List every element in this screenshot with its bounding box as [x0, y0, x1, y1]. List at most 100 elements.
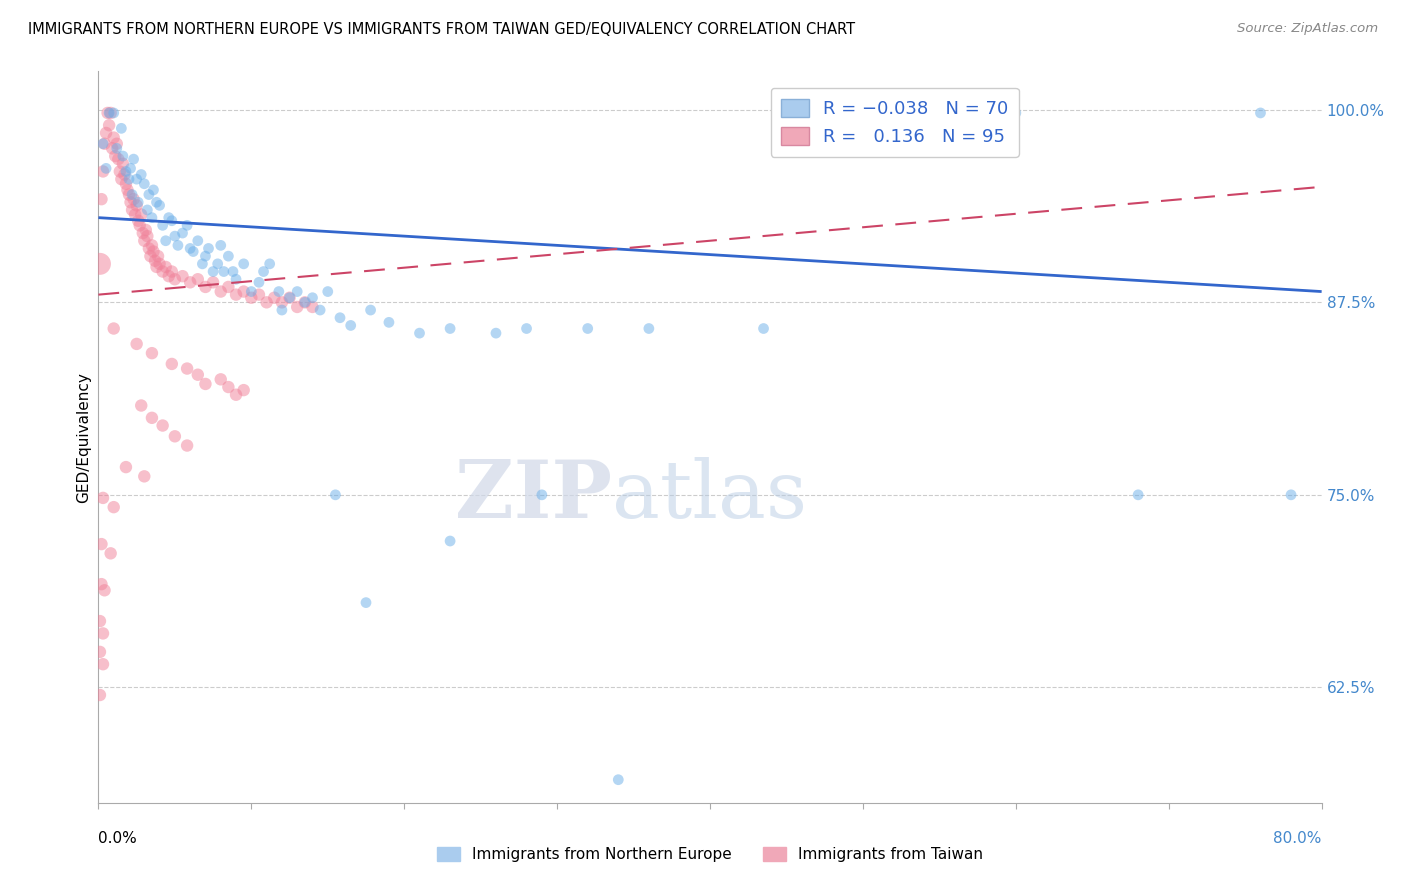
Point	[139, 249, 162, 263]
Point	[111, 149, 134, 163]
Point	[209, 372, 232, 386]
Point	[172, 226, 194, 240]
Text: 80.0%: 80.0%	[1274, 830, 1322, 846]
Point	[91, 657, 114, 672]
Point	[129, 399, 152, 413]
Point	[157, 269, 180, 284]
Point	[316, 285, 339, 299]
Point	[91, 626, 114, 640]
Point	[142, 183, 165, 197]
Point	[301, 291, 323, 305]
Point	[1128, 488, 1150, 502]
Point	[91, 164, 114, 178]
Point	[378, 315, 401, 329]
Point	[120, 195, 142, 210]
Point	[225, 388, 247, 402]
Point	[247, 276, 270, 290]
Point	[222, 264, 245, 278]
Point	[354, 596, 377, 610]
Point	[146, 249, 169, 263]
Point	[187, 234, 209, 248]
Point	[172, 269, 194, 284]
Point	[155, 260, 177, 274]
Point	[94, 126, 117, 140]
Point	[138, 187, 160, 202]
Point	[176, 219, 198, 233]
Point	[160, 357, 183, 371]
Point	[360, 303, 382, 318]
Point	[112, 168, 135, 182]
Point	[194, 249, 217, 263]
Point	[94, 161, 117, 176]
Text: Source: ZipAtlas.com: Source: ZipAtlas.com	[1237, 22, 1378, 36]
Point	[110, 172, 132, 186]
Point	[181, 244, 204, 259]
Point	[259, 257, 281, 271]
Point	[194, 376, 217, 391]
Point	[115, 164, 138, 178]
Point	[167, 238, 190, 252]
Point	[285, 300, 308, 314]
Point	[240, 285, 263, 299]
Point	[217, 249, 239, 263]
Text: IMMIGRANTS FROM NORTHERN EUROPE VS IMMIGRANTS FROM TAIWAN GED/EQUIVALENCY CORREL: IMMIGRANTS FROM NORTHERN EUROPE VS IMMIG…	[28, 22, 855, 37]
Point	[104, 149, 127, 163]
Point	[103, 106, 125, 120]
Point	[121, 202, 143, 217]
Point	[267, 285, 290, 299]
Point	[90, 537, 112, 551]
Point	[270, 303, 292, 318]
Point	[176, 361, 198, 376]
Point	[120, 161, 142, 176]
Point	[124, 208, 146, 222]
Y-axis label: GED/Equivalency: GED/Equivalency	[76, 372, 91, 502]
Point	[127, 195, 149, 210]
Point	[93, 136, 115, 151]
Point	[117, 183, 139, 197]
Point	[294, 295, 316, 310]
Point	[129, 208, 152, 222]
Point	[207, 257, 229, 271]
Point	[100, 546, 122, 560]
Point	[152, 264, 174, 278]
Point	[132, 226, 155, 240]
Point	[91, 136, 114, 151]
Point	[301, 300, 323, 314]
Point	[125, 198, 148, 212]
Text: atlas: atlas	[612, 457, 807, 534]
Point	[101, 141, 124, 155]
Point	[1004, 106, 1026, 120]
Point	[209, 285, 232, 299]
Point	[98, 118, 121, 132]
Point	[152, 219, 174, 233]
Point	[108, 164, 131, 178]
Point	[225, 287, 247, 301]
Point	[339, 318, 361, 333]
Point	[408, 326, 430, 340]
Legend: R = −0.038   N = 70, R =   0.136   N = 95: R = −0.038 N = 70, R = 0.136 N = 95	[770, 87, 1019, 157]
Point	[176, 438, 198, 452]
Point	[107, 152, 129, 166]
Point	[122, 152, 145, 166]
Point	[103, 130, 125, 145]
Point	[134, 469, 156, 483]
Point	[143, 253, 166, 268]
Point	[152, 418, 174, 433]
Point	[141, 346, 163, 360]
Point	[752, 321, 775, 335]
Point	[90, 577, 112, 591]
Point	[217, 380, 239, 394]
Point	[439, 534, 461, 549]
Point	[129, 168, 152, 182]
Point	[270, 295, 292, 310]
Point	[149, 257, 172, 271]
Point	[329, 310, 352, 325]
Point	[134, 234, 156, 248]
Point	[163, 229, 186, 244]
Point	[103, 321, 125, 335]
Point	[187, 272, 209, 286]
Point	[145, 260, 167, 274]
Point	[89, 645, 111, 659]
Point	[138, 242, 160, 256]
Point	[128, 219, 150, 233]
